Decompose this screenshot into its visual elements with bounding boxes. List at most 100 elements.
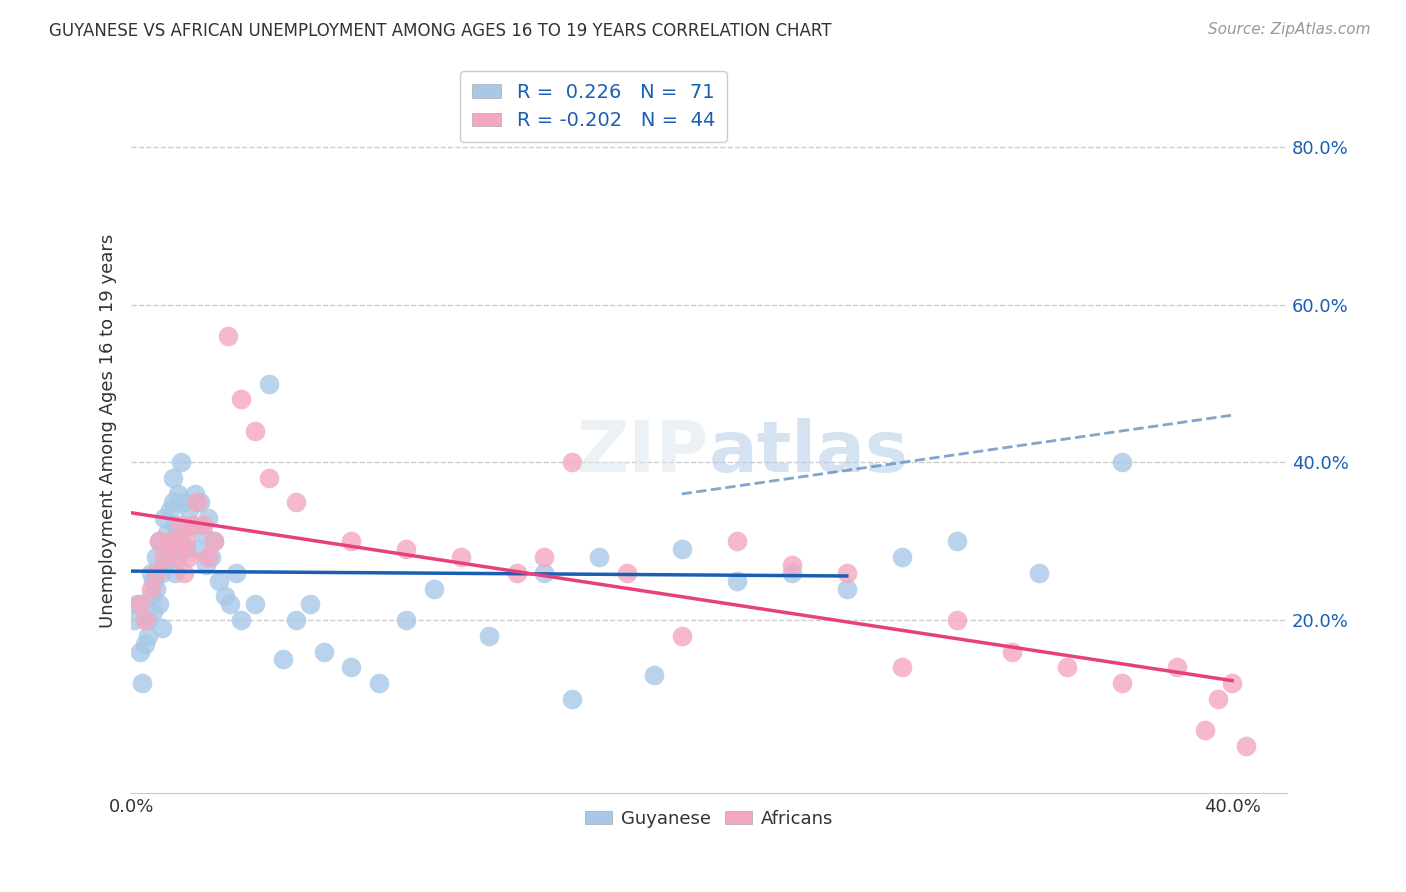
Point <box>122 613 145 627</box>
Point <box>478 629 501 643</box>
Point <box>150 621 173 635</box>
Point <box>177 502 200 516</box>
Point <box>136 629 159 643</box>
Point <box>208 574 231 588</box>
Point <box>285 613 308 627</box>
Point <box>368 676 391 690</box>
Point <box>197 549 219 564</box>
Point <box>257 471 280 485</box>
Point <box>174 542 197 557</box>
Point <box>131 676 153 690</box>
Point <box>156 549 179 564</box>
Point <box>170 455 193 469</box>
Point <box>299 597 322 611</box>
Point <box>134 637 156 651</box>
Point <box>1056 660 1078 674</box>
Point <box>188 495 211 509</box>
Point <box>139 566 162 580</box>
Point <box>780 566 803 580</box>
Point <box>505 566 527 580</box>
Point <box>312 644 335 658</box>
Point <box>170 534 193 549</box>
Point <box>128 597 150 611</box>
Point <box>217 329 239 343</box>
Point <box>183 487 205 501</box>
Point <box>231 613 253 627</box>
Point <box>174 534 197 549</box>
Point <box>145 566 167 580</box>
Point <box>1234 739 1257 753</box>
Point <box>1194 723 1216 738</box>
Point <box>136 613 159 627</box>
Point <box>890 660 912 674</box>
Point <box>167 549 190 564</box>
Point <box>191 526 214 541</box>
Point <box>153 510 176 524</box>
Point <box>186 542 208 557</box>
Point <box>561 455 583 469</box>
Point <box>128 644 150 658</box>
Point <box>219 597 242 611</box>
Point <box>159 502 181 516</box>
Point <box>159 534 181 549</box>
Point <box>173 566 195 580</box>
Point <box>167 534 190 549</box>
Point <box>225 566 247 580</box>
Point <box>257 376 280 391</box>
Point <box>202 534 225 549</box>
Point <box>1111 455 1133 469</box>
Text: GUYANESE VS AFRICAN UNEMPLOYMENT AMONG AGES 16 TO 19 YEARS CORRELATION CHART: GUYANESE VS AFRICAN UNEMPLOYMENT AMONG A… <box>49 22 832 40</box>
Point <box>148 534 170 549</box>
Point <box>214 590 236 604</box>
Point <box>1206 691 1229 706</box>
Point <box>197 510 219 524</box>
Point <box>153 549 176 564</box>
Point <box>139 582 162 596</box>
Point <box>200 549 222 564</box>
Point <box>271 652 294 666</box>
Point <box>142 605 165 619</box>
Point <box>395 613 418 627</box>
Point <box>643 668 665 682</box>
Point <box>243 597 266 611</box>
Text: Source: ZipAtlas.com: Source: ZipAtlas.com <box>1208 22 1371 37</box>
Point <box>202 534 225 549</box>
Point <box>167 487 190 501</box>
Point <box>180 518 202 533</box>
Point <box>156 526 179 541</box>
Point <box>145 549 167 564</box>
Point <box>395 542 418 557</box>
Point <box>125 597 148 611</box>
Point <box>153 558 176 572</box>
Point <box>561 691 583 706</box>
Point <box>423 582 446 596</box>
Point <box>616 566 638 580</box>
Legend: Guyanese, Africans: Guyanese, Africans <box>578 803 841 835</box>
Point <box>186 495 208 509</box>
Point <box>142 574 165 588</box>
Point <box>1001 644 1024 658</box>
Point <box>191 518 214 533</box>
Point <box>162 495 184 509</box>
Point <box>1111 676 1133 690</box>
Point <box>159 534 181 549</box>
Point <box>1028 566 1050 580</box>
Point <box>148 534 170 549</box>
Point <box>170 518 193 533</box>
Point <box>890 549 912 564</box>
Point <box>671 629 693 643</box>
Point <box>835 582 858 596</box>
Point <box>946 613 969 627</box>
Point <box>835 566 858 580</box>
Point <box>231 392 253 407</box>
Point <box>150 566 173 580</box>
Point <box>134 613 156 627</box>
Point <box>285 495 308 509</box>
Point <box>165 566 187 580</box>
Y-axis label: Unemployment Among Ages 16 to 19 years: Unemployment Among Ages 16 to 19 years <box>100 234 117 628</box>
Point <box>725 574 748 588</box>
Point <box>725 534 748 549</box>
Point <box>148 597 170 611</box>
Point <box>243 424 266 438</box>
Point <box>165 518 187 533</box>
